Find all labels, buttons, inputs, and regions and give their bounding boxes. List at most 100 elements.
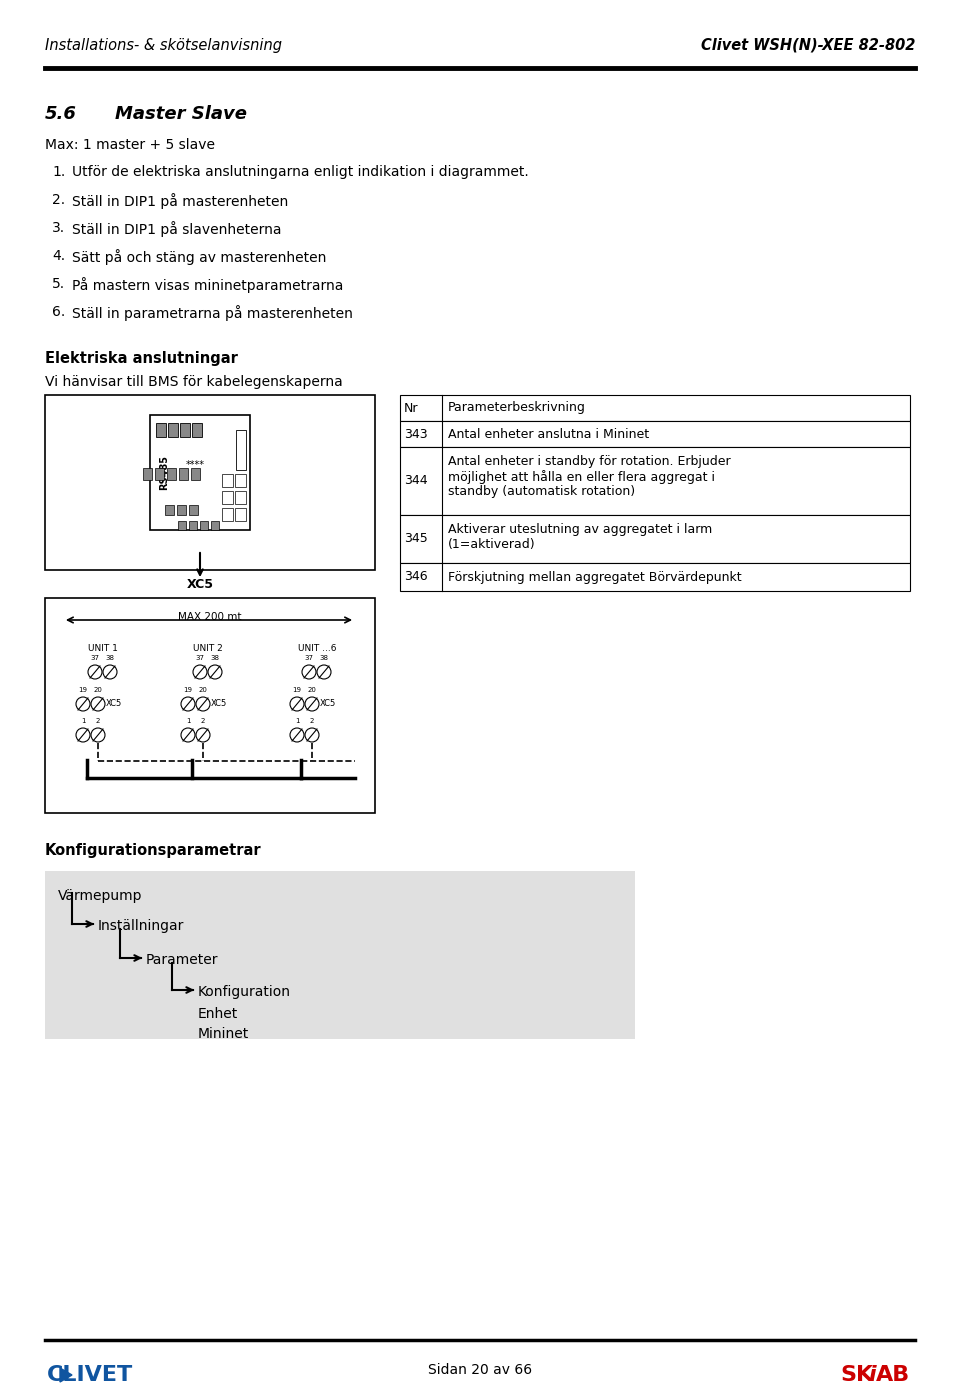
- Text: 19: 19: [183, 687, 193, 694]
- Text: Värmepump: Värmepump: [58, 890, 142, 904]
- Text: AB: AB: [876, 1365, 910, 1384]
- Bar: [167, 468, 176, 480]
- Text: Mininet: Mininet: [198, 1027, 250, 1041]
- Bar: [211, 521, 219, 530]
- Text: Antal enheter i standby för rotation. Erbjuder: Antal enheter i standby för rotation. Er…: [448, 455, 731, 468]
- Text: På mastern visas mininetparametrarna: På mastern visas mininetparametrarna: [72, 277, 344, 293]
- Text: 2: 2: [310, 719, 314, 724]
- Text: 38: 38: [106, 655, 114, 662]
- Text: 1: 1: [295, 719, 300, 724]
- Text: 345: 345: [404, 532, 428, 545]
- Text: 3.: 3.: [52, 221, 65, 235]
- Text: Sätt på och stäng av masterenheten: Sätt på och stäng av masterenheten: [72, 249, 326, 265]
- Bar: [155, 468, 164, 480]
- Text: Aktiverar uteslutning av aggregatet i larm: Aktiverar uteslutning av aggregatet i la…: [448, 523, 712, 537]
- Bar: [236, 430, 246, 470]
- Text: 343: 343: [404, 428, 427, 441]
- Text: 346: 346: [404, 570, 427, 584]
- Text: 37: 37: [196, 655, 204, 662]
- Text: UNIT 1: UNIT 1: [88, 644, 118, 653]
- Text: 20: 20: [93, 687, 103, 694]
- Text: Clivet WSH(N)-XEE 82-802: Clivet WSH(N)-XEE 82-802: [701, 38, 915, 53]
- Text: XC5: XC5: [211, 699, 228, 709]
- Text: Ställ in DIP1 på slavenheterna: Ställ in DIP1 på slavenheterna: [72, 221, 281, 236]
- Text: UNIT ...6: UNIT ...6: [298, 644, 336, 653]
- Text: XC5: XC5: [186, 578, 213, 591]
- Text: 4.: 4.: [52, 249, 65, 263]
- Text: Nr: Nr: [404, 402, 419, 414]
- Text: Ställ in parametrarna på masterenheten: Ställ in parametrarna på masterenheten: [72, 304, 353, 321]
- Bar: [189, 505, 198, 516]
- Bar: [45, 598, 375, 813]
- Text: 37: 37: [304, 655, 314, 662]
- Text: Installations- & skötselanvisning: Installations- & skötselanvisning: [45, 38, 282, 53]
- Bar: [189, 521, 197, 530]
- Text: Parameterbeskrivning: Parameterbeskrivning: [448, 402, 586, 414]
- Bar: [192, 423, 202, 436]
- Bar: [400, 421, 910, 448]
- Bar: [222, 507, 233, 521]
- Text: 2: 2: [96, 719, 100, 724]
- Text: 1: 1: [81, 719, 85, 724]
- Bar: [178, 521, 186, 530]
- Text: RS485: RS485: [159, 455, 169, 491]
- Text: 37: 37: [90, 655, 100, 662]
- Bar: [180, 423, 190, 436]
- Bar: [400, 563, 910, 591]
- Text: möjlighet att hålla en eller flera aggregat i: möjlighet att hålla en eller flera aggre…: [448, 470, 715, 484]
- Text: 5.: 5.: [52, 277, 65, 291]
- Text: 6.: 6.: [52, 304, 65, 318]
- Text: 38: 38: [320, 655, 328, 662]
- Text: Parameter: Parameter: [146, 954, 219, 967]
- Text: i: i: [868, 1365, 876, 1384]
- Text: Utför de elektriska anslutningarna enligt indikation i diagrammet.: Utför de elektriska anslutningarna enlig…: [72, 165, 529, 179]
- Bar: [200, 521, 208, 530]
- Bar: [165, 505, 174, 516]
- Text: 38: 38: [210, 655, 220, 662]
- Bar: [45, 872, 635, 1038]
- Bar: [400, 395, 910, 421]
- Text: Antal enheter anslutna i Mininet: Antal enheter anslutna i Mininet: [448, 428, 649, 441]
- Bar: [235, 507, 246, 521]
- Bar: [235, 491, 246, 505]
- Text: Förskjutning mellan aggregatet Börvärdepunkt: Förskjutning mellan aggregatet Börvärdep…: [448, 570, 742, 584]
- Text: Konfiguration: Konfiguration: [198, 986, 291, 999]
- Text: XC5: XC5: [106, 699, 122, 709]
- Text: 344: 344: [404, 474, 427, 488]
- Text: Sidan 20 av 66: Sidan 20 av 66: [428, 1364, 532, 1377]
- Text: Master Slave: Master Slave: [115, 106, 247, 122]
- Text: SK: SK: [840, 1365, 874, 1384]
- Polygon shape: [60, 1368, 72, 1382]
- Text: Inställningar: Inställningar: [98, 919, 184, 933]
- Bar: [177, 505, 186, 516]
- Bar: [143, 468, 152, 480]
- Text: ****: ****: [185, 460, 204, 470]
- Text: Vi hänvisar till BMS för kabelegenskaperna: Vi hänvisar till BMS för kabelegenskaper…: [45, 375, 343, 389]
- Text: 1: 1: [185, 719, 190, 724]
- Bar: [168, 423, 178, 436]
- Text: (1=aktiverad): (1=aktiverad): [448, 538, 536, 550]
- Text: 20: 20: [199, 687, 207, 694]
- Text: XC5: XC5: [320, 699, 336, 709]
- Text: Ställ in DIP1 på masterenheten: Ställ in DIP1 på masterenheten: [72, 193, 288, 208]
- Text: CLIVET: CLIVET: [47, 1365, 133, 1384]
- Bar: [45, 395, 375, 570]
- Bar: [156, 423, 166, 436]
- Bar: [179, 468, 188, 480]
- Text: standby (automatisk rotation): standby (automatisk rotation): [448, 485, 636, 498]
- Text: Konfigurationsparametrar: Konfigurationsparametrar: [45, 842, 262, 858]
- Text: 20: 20: [307, 687, 317, 694]
- Text: UNIT 2: UNIT 2: [193, 644, 223, 653]
- Bar: [222, 474, 233, 486]
- Text: 2.: 2.: [52, 193, 65, 207]
- Text: 5.6: 5.6: [45, 106, 77, 122]
- Bar: [400, 516, 910, 563]
- Text: Elektriska anslutningar: Elektriska anslutningar: [45, 352, 238, 366]
- Bar: [222, 491, 233, 505]
- Bar: [150, 416, 250, 530]
- Text: 2: 2: [201, 719, 205, 724]
- Text: 1.: 1.: [52, 165, 65, 179]
- Bar: [191, 468, 200, 480]
- Bar: [235, 474, 246, 486]
- Bar: [400, 448, 910, 516]
